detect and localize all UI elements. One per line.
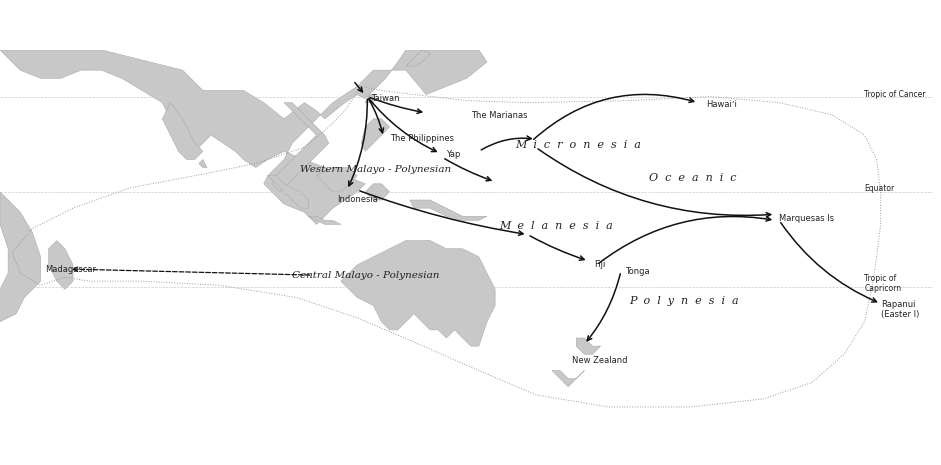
Polygon shape [268, 176, 309, 208]
Polygon shape [361, 119, 390, 151]
Polygon shape [552, 371, 584, 387]
Text: M  e  l  a  n  e  s  i  a: M e l a n e s i a [499, 221, 613, 232]
Polygon shape [0, 50, 487, 225]
Text: P  o  l  y  n  e  s  i  a: P o l y n e s i a [629, 297, 739, 306]
Text: The Marianas: The Marianas [470, 111, 527, 120]
Polygon shape [365, 184, 390, 200]
Polygon shape [406, 50, 430, 66]
Polygon shape [0, 192, 40, 322]
Text: Madagascar: Madagascar [44, 265, 96, 273]
Text: Central Malayo - Polynesian: Central Malayo - Polynesian [293, 271, 439, 279]
Text: Western Malayo - Polynesian: Western Malayo - Polynesian [300, 165, 452, 174]
Polygon shape [576, 338, 600, 354]
Text: The Philippines: The Philippines [390, 134, 454, 143]
Polygon shape [365, 94, 374, 103]
Text: Taiwan: Taiwan [372, 94, 400, 103]
Polygon shape [272, 103, 328, 192]
Text: O  c  e  a  n  i  c: O c e a n i c [649, 173, 737, 183]
Text: Hawaiʻi: Hawaiʻi [706, 100, 737, 109]
Text: Tropic of
Capricorn: Tropic of Capricorn [865, 273, 901, 293]
Polygon shape [49, 240, 73, 289]
Polygon shape [316, 167, 358, 192]
Polygon shape [455, 0, 458, 1]
Text: Marquesas Is: Marquesas Is [779, 214, 835, 223]
Text: Equator: Equator [865, 184, 895, 193]
Polygon shape [163, 103, 203, 159]
Text: Rapanui
(Easter I): Rapanui (Easter I) [881, 300, 919, 319]
Text: Tropic of Cancer: Tropic of Cancer [865, 90, 926, 99]
Polygon shape [410, 200, 487, 220]
Text: Yap: Yap [446, 150, 461, 159]
Text: New Zealand: New Zealand [572, 356, 628, 365]
Polygon shape [341, 240, 495, 346]
Polygon shape [199, 159, 207, 167]
Text: Indonesia: Indonesia [337, 195, 377, 204]
Text: Fiji: Fiji [595, 260, 606, 269]
Text: M  i  c  r  o  n  e  s  i  a: M i c r o n e s i a [516, 140, 641, 150]
Polygon shape [309, 216, 341, 225]
Text: Tonga: Tonga [625, 266, 649, 276]
